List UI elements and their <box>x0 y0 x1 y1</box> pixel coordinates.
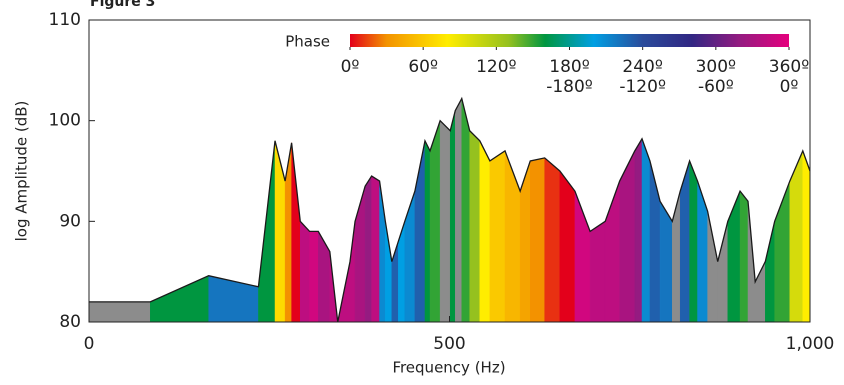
phase-strip <box>318 230 331 323</box>
phase-strip <box>309 231 319 323</box>
x-tick-label: 1,000 <box>786 334 835 354</box>
colorbar-tick-label: 0º <box>341 57 360 77</box>
phase-strip <box>589 220 606 323</box>
phase-strip <box>717 221 729 323</box>
phase-strip <box>765 221 775 323</box>
phase-strip <box>727 191 741 323</box>
colorbar-tick-label: 240º <box>622 57 662 77</box>
phase-strip <box>429 120 441 323</box>
y-tick-label: 110 <box>49 10 81 30</box>
phase-strip <box>461 98 470 323</box>
colorbar-tick-label: 60º <box>408 57 438 77</box>
y-axis-label: log Amplitude (dB) <box>13 101 31 242</box>
phase-strip <box>424 140 431 323</box>
colorbar-tick-label: -120º <box>619 77 666 97</box>
x-axis-label: Frequency (Hz) <box>392 359 505 377</box>
phase-strip <box>150 275 209 323</box>
chart-title: Figure 3 <box>90 0 155 10</box>
x-tick-label: 0 <box>84 334 95 354</box>
phase-strip <box>479 140 491 323</box>
colorbar-tick-label: -60º <box>698 77 734 97</box>
phase-strip <box>634 137 643 323</box>
phase-strip <box>439 120 451 323</box>
x-tick-label: 500 <box>433 334 465 354</box>
phase-strip <box>274 140 286 323</box>
colorbar-tick-label: 120º <box>476 57 516 77</box>
phase-strip <box>504 150 521 323</box>
phase-strip <box>300 220 310 323</box>
phase-strip <box>385 221 393 323</box>
colorbar <box>350 34 789 47</box>
colorbar-tick-label: 0º <box>780 77 799 97</box>
phase-strip <box>88 301 151 323</box>
phase-strip <box>404 191 416 323</box>
phase-strip <box>354 186 366 323</box>
phase-strip <box>649 160 661 323</box>
phase-strip <box>802 150 811 323</box>
phase-strip <box>689 160 698 323</box>
phase-strip <box>284 142 292 323</box>
phase-strip <box>208 275 259 323</box>
colorbar-tick-label: 300º <box>696 57 736 77</box>
phase-strip <box>371 175 380 323</box>
phase-strip <box>672 191 681 323</box>
colorbar-tick-label: -180º <box>546 77 593 97</box>
phase-strip <box>707 211 718 323</box>
phase-strip <box>364 175 372 323</box>
phase-strip <box>641 138 651 323</box>
phase-strip <box>469 130 481 323</box>
colorbar-tick-label: 360º <box>769 57 809 77</box>
y-tick-label: 80 <box>59 312 81 332</box>
phase-strip <box>739 190 749 323</box>
phase-strip <box>291 142 301 323</box>
phase-strip <box>530 157 545 323</box>
y-tick-label: 90 <box>59 211 81 231</box>
phase-strip <box>697 180 708 323</box>
phase-strip <box>559 170 576 323</box>
phase-strip <box>455 98 463 323</box>
phase-strip <box>449 110 456 323</box>
phase-strip <box>544 157 561 323</box>
colorbar-tick-label: 180º <box>549 57 589 77</box>
phase-strip <box>489 150 506 323</box>
y-tick-label: 100 <box>49 111 81 131</box>
colorbar-label: Phase <box>285 33 330 51</box>
amplitude-line <box>89 96 811 323</box>
